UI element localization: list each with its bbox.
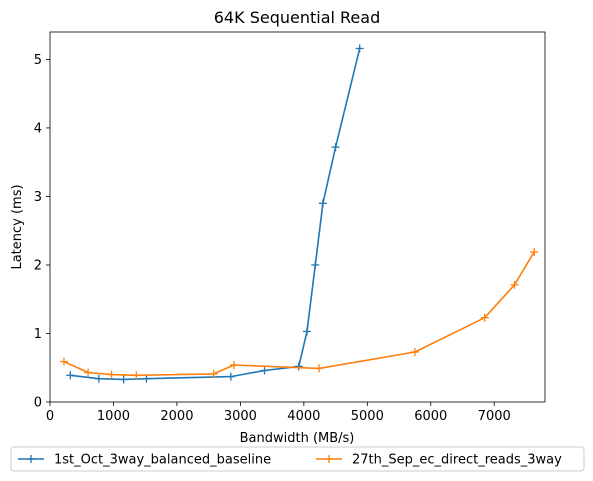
y-tick-label: 2 [34,258,42,273]
data-point [66,371,75,380]
data-point [303,327,312,336]
data-point [94,374,103,383]
data-point [226,372,235,381]
plot-area: 0 1000 2000 3000 4000 5000 6000 7000 0 1 2 3 4 5 [34,31,546,424]
data-point [331,143,340,152]
x-tick-label: 5000 [351,409,384,424]
x-tick-label: 1000 [97,409,130,424]
data-point [142,374,151,383]
y-tick-label: 1 [34,327,42,342]
data-point [230,361,239,369]
data-point [318,199,327,208]
x-tick-label: 3000 [224,409,257,424]
chart-title: 64K Sequential Read [214,8,380,27]
x-axis-label: Bandwidth (MB/s) [240,431,355,446]
y-axis-label: Latency (ms) [10,184,25,269]
y-tick-label: 4 [34,121,42,136]
plot-frame [49,31,546,403]
data-point [355,44,364,53]
data-point [260,366,269,375]
legend-marker [27,455,35,463]
data-point [132,371,141,380]
legend: 1st_Oct_3way_balanced_baseline 27th_Sep_e… [10,446,585,472]
y-tick-label: 0 [34,396,42,411]
legend-label: 27th_Sep_ec_direct_reads_3way [352,453,562,468]
legend-marker [325,455,333,463]
data-point [315,364,324,373]
data-point [311,260,320,269]
series-line-2 [63,251,535,377]
x-tick-label: 0 [46,409,54,424]
data-point [294,362,303,371]
data-point [480,313,489,322]
data-point [107,370,116,379]
x-tick-label: 7000 [478,409,511,424]
data-point [119,375,128,384]
data-point [410,347,419,356]
data-point [59,357,68,366]
data-point [530,247,539,256]
data-point [510,280,519,289]
data-point [84,368,93,377]
x-tick-label: 4000 [287,409,320,424]
series-line-1 [70,48,361,381]
x-tick-label: 6000 [414,409,447,424]
x-tick-label: 2000 [160,409,193,424]
y-tick-label: 5 [34,53,42,68]
legend-frame [10,446,585,472]
y-tick-label: 3 [34,190,42,205]
legend-label: 1st_Oct_3way_balanced_baseline [54,453,271,468]
data-point [209,369,218,378]
